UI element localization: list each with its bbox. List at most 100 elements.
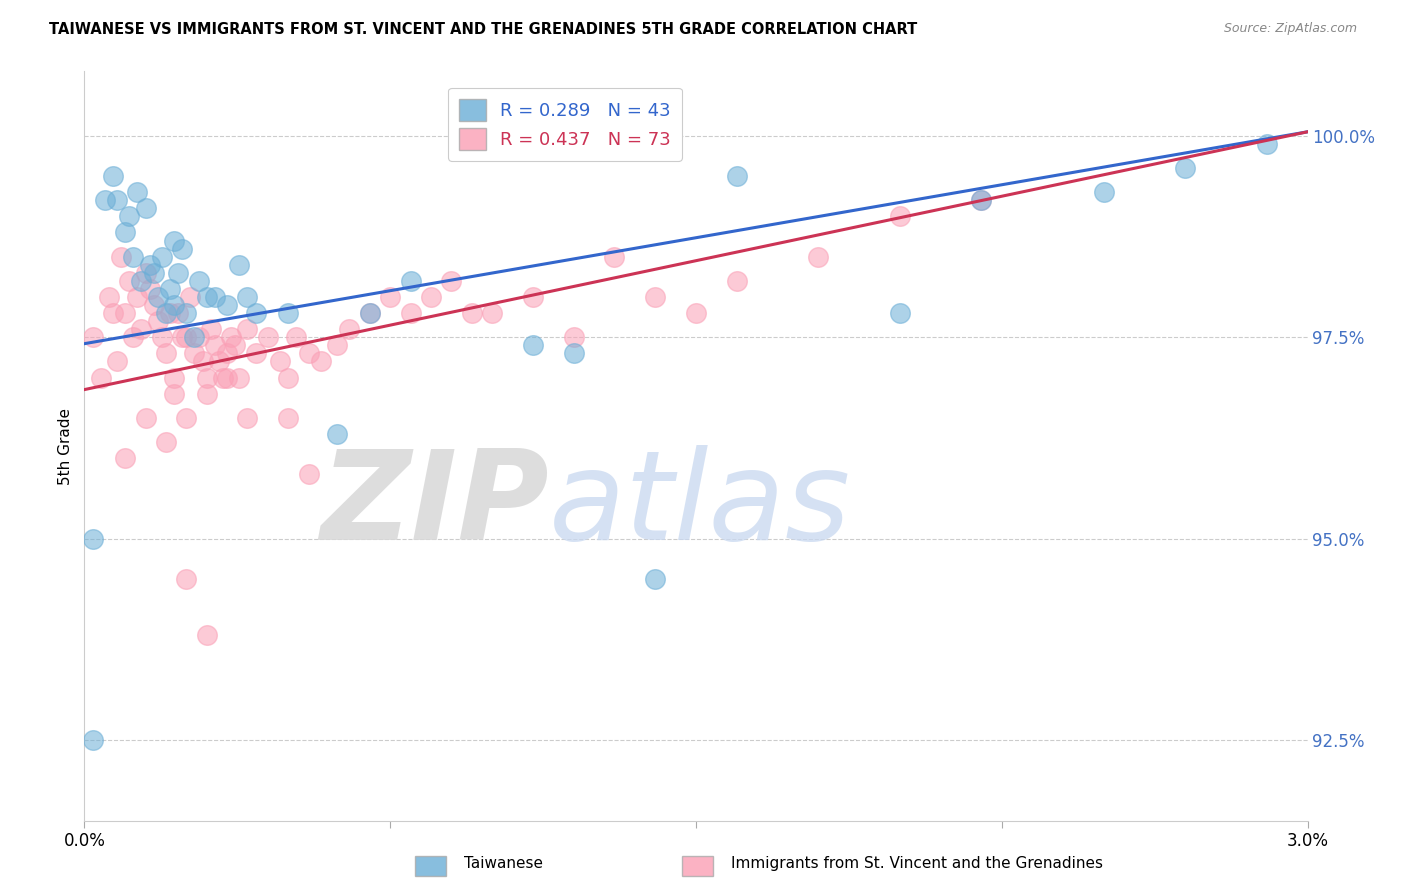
- Point: [204, 338, 226, 352]
- Point: [522, 338, 544, 352]
- Point: [212, 370, 235, 384]
- Point: [150, 330, 173, 344]
- Point: [245, 306, 267, 320]
- Point: [172, 330, 194, 344]
- Point: [562, 330, 585, 344]
- Point: [420, 290, 443, 304]
- Point: [174, 572, 197, 586]
- Point: [224, 338, 246, 352]
- Point: [236, 410, 259, 425]
- Point: [195, 370, 218, 384]
- Point: [114, 451, 136, 466]
- Y-axis label: 5th Grade: 5th Grade: [58, 408, 73, 484]
- Text: Source: ZipAtlas.com: Source: ZipAtlas.com: [1223, 22, 1357, 36]
- Point: [179, 290, 201, 304]
- Point: [127, 185, 149, 199]
- Point: [1092, 185, 1115, 199]
- Point: [90, 370, 112, 384]
- Point: [163, 298, 186, 312]
- Point: [285, 330, 308, 344]
- Point: [163, 234, 186, 248]
- Point: [217, 346, 239, 360]
- Point: [380, 290, 402, 304]
- Point: [359, 306, 381, 320]
- Point: [228, 370, 250, 384]
- Point: [142, 266, 165, 280]
- Point: [1174, 161, 1197, 175]
- Point: [122, 250, 145, 264]
- Point: [114, 306, 136, 320]
- Point: [142, 298, 165, 312]
- Point: [118, 274, 141, 288]
- Point: [135, 202, 157, 216]
- Point: [725, 169, 748, 183]
- Point: [481, 306, 503, 320]
- Point: [725, 274, 748, 288]
- Point: [118, 210, 141, 224]
- Point: [440, 274, 463, 288]
- Point: [174, 330, 197, 344]
- Point: [889, 210, 911, 224]
- Point: [298, 346, 321, 360]
- Point: [807, 250, 830, 264]
- Point: [93, 194, 115, 208]
- Point: [150, 250, 173, 264]
- Point: [138, 258, 160, 272]
- Point: [155, 434, 177, 449]
- Point: [562, 346, 585, 360]
- Point: [110, 250, 132, 264]
- Point: [359, 306, 381, 320]
- Text: Immigrants from St. Vincent and the Grenadines: Immigrants from St. Vincent and the Gren…: [731, 856, 1104, 871]
- Point: [195, 628, 218, 642]
- Point: [603, 250, 626, 264]
- Point: [138, 282, 160, 296]
- Point: [399, 274, 422, 288]
- Point: [326, 426, 349, 441]
- Point: [522, 290, 544, 304]
- Point: [236, 290, 259, 304]
- Point: [127, 290, 149, 304]
- Point: [219, 330, 242, 344]
- Point: [685, 306, 707, 320]
- Point: [172, 242, 194, 256]
- Legend: R = 0.289   N = 43, R = 0.437   N = 73: R = 0.289 N = 43, R = 0.437 N = 73: [449, 88, 682, 161]
- Point: [204, 290, 226, 304]
- Point: [155, 306, 177, 320]
- Point: [146, 314, 169, 328]
- Point: [155, 346, 177, 360]
- Point: [200, 322, 222, 336]
- Point: [167, 266, 190, 280]
- Point: [208, 354, 231, 368]
- Point: [122, 330, 145, 344]
- Point: [195, 290, 218, 304]
- Point: [245, 346, 267, 360]
- Point: [644, 572, 666, 586]
- Text: atlas: atlas: [550, 445, 851, 566]
- Point: [228, 258, 250, 272]
- Point: [236, 322, 259, 336]
- Point: [187, 330, 209, 344]
- Point: [191, 354, 214, 368]
- Point: [82, 532, 104, 546]
- Point: [146, 290, 169, 304]
- Point: [970, 194, 993, 208]
- Point: [131, 274, 153, 288]
- Point: [644, 290, 666, 304]
- Point: [298, 467, 321, 482]
- Point: [101, 306, 124, 320]
- Point: [101, 169, 124, 183]
- Point: [277, 306, 299, 320]
- Point: [187, 274, 209, 288]
- Point: [82, 733, 104, 747]
- Point: [183, 346, 205, 360]
- Point: [105, 194, 128, 208]
- Point: [114, 226, 136, 240]
- Point: [97, 290, 120, 304]
- Point: [461, 306, 484, 320]
- Point: [277, 410, 299, 425]
- Point: [167, 306, 190, 320]
- Point: [889, 306, 911, 320]
- Point: [174, 306, 197, 320]
- Text: TAIWANESE VS IMMIGRANTS FROM ST. VINCENT AND THE GRENADINES 5TH GRADE CORRELATIO: TAIWANESE VS IMMIGRANTS FROM ST. VINCENT…: [49, 22, 918, 37]
- Point: [183, 330, 205, 344]
